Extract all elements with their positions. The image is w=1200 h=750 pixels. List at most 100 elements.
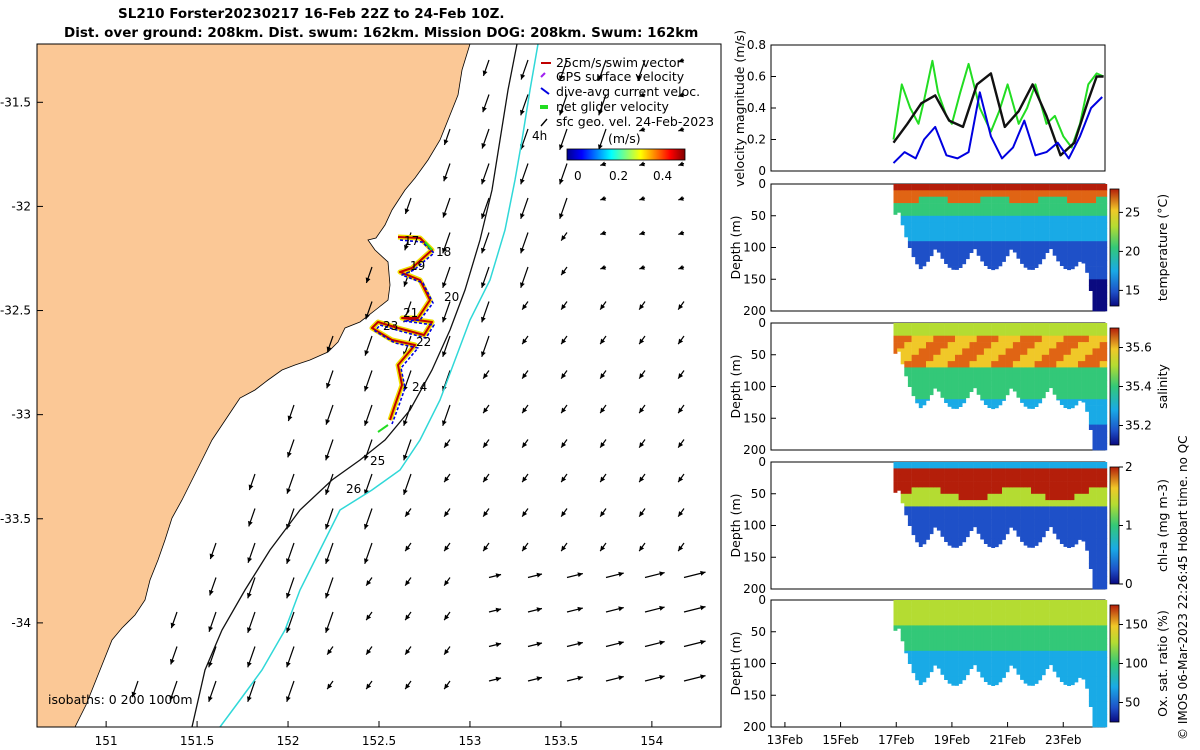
section-heatmap-cell	[1012, 354, 1017, 362]
section-heatmap-cell	[969, 519, 974, 526]
map-x-tick-label: 153	[459, 734, 482, 748]
section-heatmap-cell	[947, 392, 952, 400]
section-heatmap-cell	[998, 361, 1003, 368]
section-heatmap-cell	[926, 631, 930, 639]
section-heatmap-cell	[1096, 190, 1100, 197]
section-heatmap-cell	[1023, 669, 1028, 677]
section-heatmap-cell	[951, 474, 956, 482]
section-heatmap-cell	[991, 399, 996, 406]
section-heatmap-cell	[994, 493, 999, 501]
section-heatmap-cell	[983, 481, 988, 488]
section-heatmap-cell	[1096, 430, 1100, 438]
section-heatmap-cell	[1002, 241, 1006, 248]
section-heatmap-cell	[958, 493, 963, 501]
section-heatmap-cell	[1049, 512, 1053, 520]
section-heatmap-cell	[1056, 481, 1061, 488]
section-heatmap-cell	[918, 241, 923, 248]
section-heatmap-cell	[980, 462, 985, 469]
section-heatmap-cell	[1092, 582, 1097, 590]
section-heatmap-cell	[918, 676, 923, 683]
current-arrow	[566, 675, 584, 682]
section-heatmap-cell	[1045, 354, 1050, 362]
section-heatmap-cell	[1081, 638, 1086, 645]
section-heatmap-cell	[1067, 531, 1071, 539]
current-arrow	[566, 641, 584, 648]
section-heatmap-cell	[962, 650, 967, 658]
section-heatmap-cell	[1031, 600, 1035, 607]
section-heatmap-cell	[1074, 487, 1079, 495]
section-heatmap-cell	[1081, 228, 1086, 236]
section-heatmap-cell	[1020, 500, 1024, 507]
section-heatmap-cell	[1005, 380, 1010, 387]
section-y-tick-label: 200	[743, 720, 766, 734]
section-heatmap-cell	[976, 342, 981, 349]
section-heatmap-cell	[1099, 676, 1104, 683]
section-heatmap-cell	[1052, 493, 1057, 501]
section-heatmap-cell	[1099, 531, 1104, 539]
section-heatmap-cell	[983, 260, 988, 266]
section-heatmap-cell	[1078, 196, 1082, 204]
current-arrow	[599, 335, 607, 345]
map-y-tick-label: -32.5	[0, 304, 31, 318]
section-heatmap-cell	[929, 669, 934, 673]
section-heatmap-cell	[1074, 525, 1079, 533]
section-heatmap-cell	[991, 606, 996, 614]
section-heatmap-cell	[1034, 544, 1039, 546]
section-heatmap-cell	[1031, 348, 1035, 356]
section-heatmap-cell	[944, 474, 948, 482]
section-heatmap-cell	[1088, 625, 1093, 633]
section-heatmap-cell	[893, 468, 898, 476]
section-heatmap-cell	[947, 612, 952, 620]
current-arrow	[677, 335, 685, 345]
section-heatmap-cell	[1049, 468, 1053, 476]
section-heatmap-cell	[1045, 512, 1050, 520]
section-heatmap-cell	[980, 468, 985, 476]
section-heatmap-cell	[1031, 544, 1035, 548]
section-heatmap-cell	[1009, 519, 1014, 526]
section-heatmap-cell	[951, 638, 956, 645]
section-heatmap-cell	[958, 209, 963, 217]
section-heatmap-cell	[965, 612, 970, 620]
section-heatmap-cell	[904, 625, 909, 633]
section-heatmap-cell	[976, 481, 981, 488]
section-heatmap-cell	[918, 361, 923, 368]
section-heatmap-cell	[969, 481, 974, 488]
section-heatmap-cell	[940, 481, 945, 488]
section-heatmap-cell	[1096, 215, 1100, 223]
current-arrow	[566, 606, 584, 613]
section-heatmap-cell	[951, 361, 956, 368]
current-arrow	[326, 370, 334, 389]
section-heatmap-cell	[1016, 335, 1021, 343]
section-heatmap-cell	[1103, 335, 1108, 343]
section-heatmap-cell	[1074, 625, 1079, 633]
section-heatmap-cell	[962, 606, 967, 614]
section-heatmap-cell	[1016, 663, 1021, 671]
section-heatmap-cell	[1005, 323, 1010, 330]
section-heatmap-cell	[911, 228, 916, 236]
section-heatmap-cell	[1103, 373, 1108, 381]
section-heatmap-cell	[1034, 361, 1039, 368]
section-heatmap-cell	[1085, 487, 1090, 495]
section-heatmap-cell	[1081, 481, 1086, 488]
section-heatmap-cell	[1020, 234, 1024, 242]
section-heatmap-cell	[1103, 418, 1108, 425]
section-heatmap-cell	[918, 323, 923, 330]
section-heatmap-cell	[994, 203, 999, 210]
section-heatmap-cell	[951, 367, 956, 375]
section-heatmap-cell	[1038, 247, 1043, 255]
section-heatmap-cell	[1034, 323, 1039, 330]
section-heatmap-cell	[1088, 619, 1093, 626]
section-heatmap-cell	[1034, 190, 1039, 197]
section-heatmap-cell	[907, 190, 912, 197]
section-heatmap-cell	[1034, 228, 1039, 236]
section-heatmap-cell	[936, 215, 941, 223]
section-heatmap-cell	[929, 380, 934, 387]
section-heatmap-cell	[1056, 247, 1061, 255]
section-heatmap-cell	[1038, 487, 1043, 495]
section-heatmap-cell	[969, 342, 974, 349]
section-heatmap-cell	[1067, 215, 1071, 223]
section-heatmap-cell	[940, 203, 945, 210]
section-heatmap-cell	[1002, 367, 1006, 375]
section-heatmap-cell	[911, 361, 916, 368]
section-heatmap-cell	[1052, 619, 1057, 626]
